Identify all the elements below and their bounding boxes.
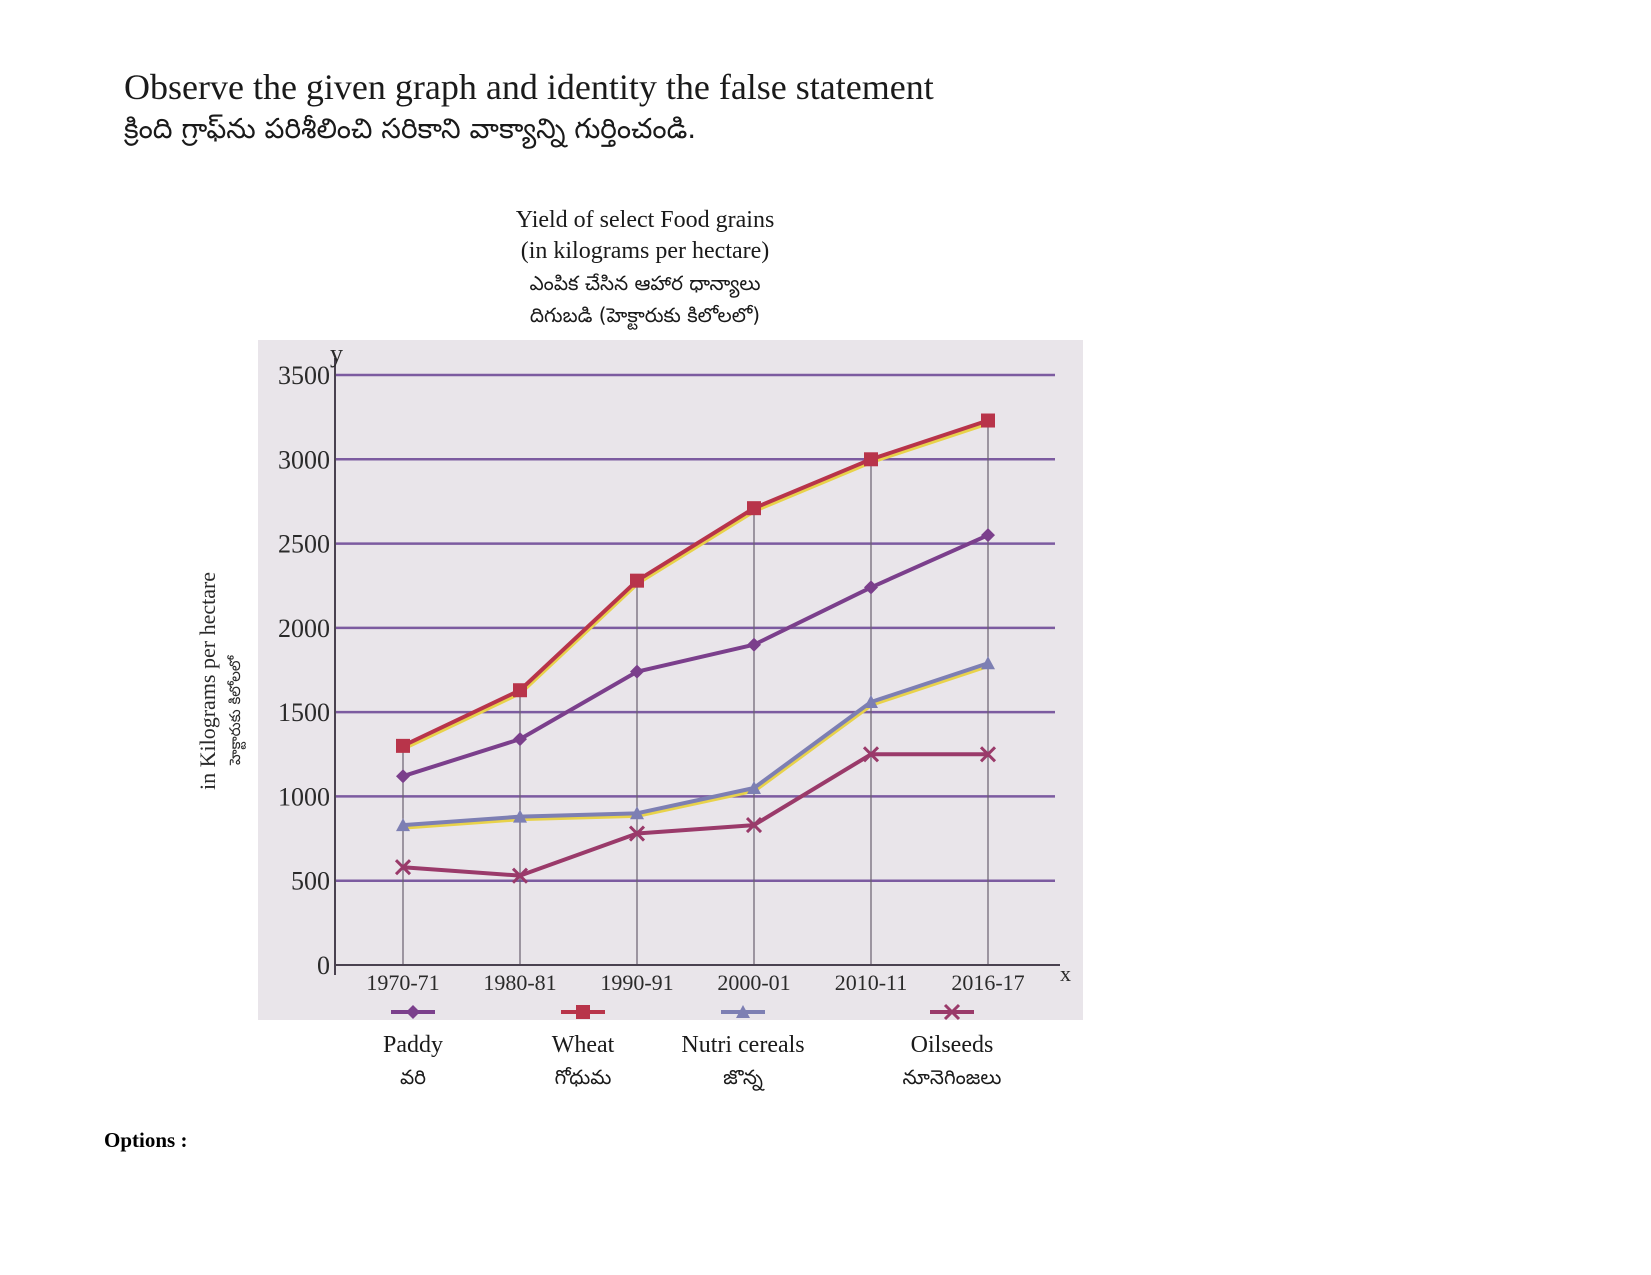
x-axis-label: x xyxy=(1060,961,1071,986)
plot-background xyxy=(258,340,1083,1020)
y-axis-title: in Kilograms per hectare xyxy=(195,572,220,790)
legend-label: Wheat xyxy=(552,1032,615,1058)
data-point-nutri xyxy=(396,818,410,832)
legend-label-telugu: వరి xyxy=(400,1065,426,1089)
data-point-oilseeds xyxy=(862,746,880,763)
chart-title-block: Yield of select Food grains (in kilogram… xyxy=(450,205,840,331)
chart-subtitle-telugu: దిగుబడి (హెక్టారుకు కిలోలలో) xyxy=(529,303,761,327)
series-layer xyxy=(394,413,997,884)
chart-title-telugu: ఎంపిక చేసిన ఆహార ధాన్యాలు xyxy=(529,271,761,295)
y-tick-label: 2000 xyxy=(278,614,330,643)
series-line-wheat xyxy=(402,418,989,748)
data-point-wheat xyxy=(981,413,995,428)
legend-label: Nutri cereals xyxy=(681,1032,804,1058)
legend-label: Oilseeds xyxy=(911,1032,994,1058)
x-tick-label: 1970-71 xyxy=(366,970,439,995)
data-point-oilseeds xyxy=(511,867,529,884)
legend: Paddy వరి Wheat గోధుమ Nutri cereals జొన్న Oils… xyxy=(383,1003,1002,1091)
y-tick-label: 2500 xyxy=(278,530,330,559)
x-tick-label: 1990-91 xyxy=(600,970,673,995)
data-point-wheat xyxy=(396,738,410,753)
series-line-oilseeds xyxy=(402,752,988,878)
legend-marker-paddy xyxy=(406,1005,420,1019)
data-point-paddy xyxy=(747,637,761,652)
y-tick-labels: 0 500 1000 1500 2000 2500 3000 3500 xyxy=(278,361,330,980)
chart-subtitle: (in kilograms per hectare) xyxy=(520,238,770,264)
x-tick-label: 2016-17 xyxy=(951,970,1024,995)
x-tick-label: 2000-01 xyxy=(717,970,790,995)
legend-marker-oilseeds xyxy=(943,1003,961,1021)
data-point-paddy xyxy=(630,664,644,679)
data-point-paddy xyxy=(864,580,878,595)
legend-item-oilseeds: Oilseeds నూనెగింజలు xyxy=(903,1003,1002,1089)
question-text: Observe the given graph and identity the… xyxy=(124,67,934,107)
series-shadow-wheat xyxy=(403,422,990,751)
options-label: Options : xyxy=(104,1128,188,1152)
data-point-nutri xyxy=(513,809,527,823)
data-point-oilseeds xyxy=(979,746,997,763)
series-paddy xyxy=(396,528,995,784)
chart-title: Yield of select Food grains xyxy=(515,207,775,233)
series-line-paddy xyxy=(402,533,989,779)
data-point-oilseeds xyxy=(628,825,646,842)
legend-label-telugu: జొన్న xyxy=(723,1065,765,1091)
data-point-paddy xyxy=(396,769,410,784)
legend-label-telugu: నూనెగింజలు xyxy=(903,1065,1002,1089)
data-point-paddy xyxy=(981,528,995,543)
data-point-nutri xyxy=(981,656,995,670)
legend-item-paddy: Paddy వరి xyxy=(383,1005,443,1089)
y-tick-label: 1500 xyxy=(278,698,330,727)
series-oilseeds xyxy=(394,746,997,884)
series-wheat xyxy=(396,413,995,753)
axis-layer: y x in Kilograms per hectare హెక్టారుకు … xyxy=(195,339,1071,986)
y-tick-label: 500 xyxy=(291,867,330,896)
y-tick-label: 3500 xyxy=(278,361,330,390)
y-axis-label: y xyxy=(330,339,343,368)
series-line-nutri xyxy=(402,661,989,828)
data-point-wheat xyxy=(747,501,761,516)
data-point-nutri xyxy=(630,806,644,820)
data-point-paddy xyxy=(513,732,527,747)
series-shadow-nutri xyxy=(403,664,990,830)
question-text-telugu: క్రింది గ్రాఫ్‌ను పరిశీలించి సరికాని వాక… xyxy=(124,112,697,145)
y-tick-label: 3000 xyxy=(278,445,330,474)
legend-label: Paddy xyxy=(383,1032,443,1058)
legend-item-nutri: Nutri cereals జొన్న xyxy=(681,1005,805,1091)
data-point-wheat xyxy=(864,452,878,467)
legend-label-telugu: గోధుమ xyxy=(555,1065,612,1089)
legend-marker-nutri xyxy=(736,1005,750,1018)
y-tick-label: 0 xyxy=(317,951,330,980)
data-point-nutri xyxy=(747,781,761,794)
x-tick-label: 1980-81 xyxy=(483,970,556,995)
y-axis-title-telugu: హెక్టారుకు కిలోలలో xyxy=(226,654,246,766)
legend-marker-wheat xyxy=(576,1005,590,1019)
data-point-nutri xyxy=(864,695,878,709)
x-tick-labels: 1970-71 1980-81 1990-91 2000-01 2010-11 2016-… xyxy=(366,970,1024,995)
x-tick-label: 2010-11 xyxy=(835,970,908,995)
data-point-wheat xyxy=(513,683,527,698)
series-nutri xyxy=(396,656,995,832)
y-tick-label: 1000 xyxy=(278,782,330,811)
data-point-oilseeds xyxy=(745,817,763,834)
data-point-wheat xyxy=(630,573,644,588)
grid-layer xyxy=(335,373,1055,965)
legend-item-wheat: Wheat గోధుమ xyxy=(552,1005,615,1089)
data-point-oilseeds xyxy=(394,859,412,876)
